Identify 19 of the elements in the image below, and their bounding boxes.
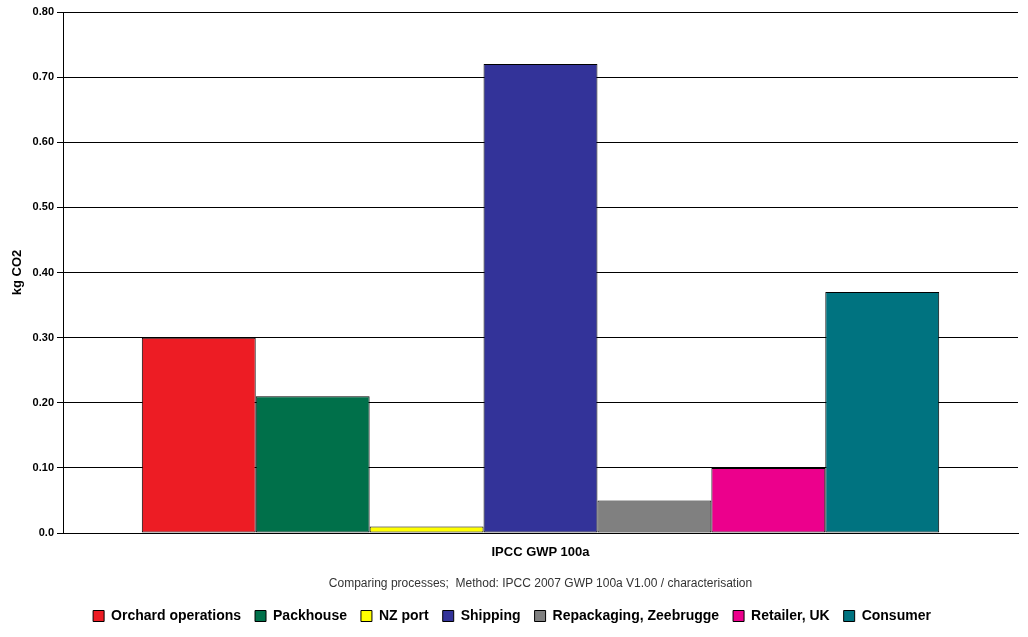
legend-label: Shipping (460, 606, 521, 623)
y-tick-label: 0.70 (32, 70, 55, 83)
y-tick-label: 0.30 (32, 330, 55, 343)
y-tick-label: 0.60 (32, 135, 55, 148)
legend-label: Packhouse (273, 606, 348, 623)
y-tick-label: 0.50 (32, 200, 55, 213)
legend-label: Repackaging, Zeebrugge (552, 606, 720, 623)
x-axis-title: Comparing processes; Method: IPCC 2007 GWP 100a V1.00 / characterisation (328, 576, 753, 591)
legend-label: Orchard operations (111, 606, 242, 623)
y-tick-label: 0.20 (32, 395, 55, 408)
y-tick-label: 0.80 (32, 5, 55, 18)
x-tick-label: IPCC GWP 100a (491, 544, 591, 560)
legend-label: Consumer (861, 606, 932, 623)
legend-label: NZ port (378, 606, 430, 623)
y-tick-label: 0.0 (38, 526, 55, 539)
y-tick-label: 0.40 (32, 265, 55, 278)
legend-label: Retailer, UK (751, 606, 830, 623)
y-tick-label: 0.10 (32, 460, 55, 473)
y-axis-title: kg CO2 (9, 249, 25, 296)
